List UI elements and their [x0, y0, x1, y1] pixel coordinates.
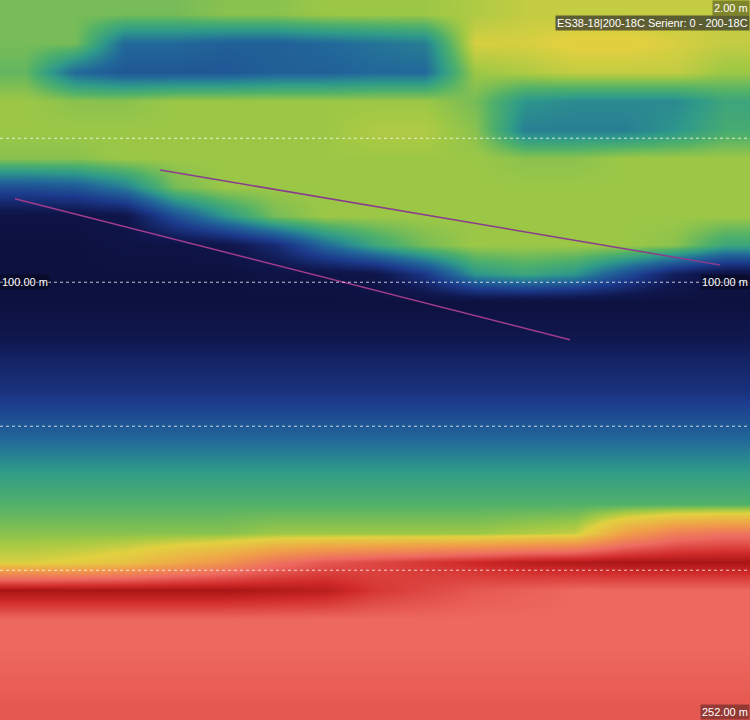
svg-text:252.00 m: 252.00 m [702, 706, 748, 718]
svg-text:100.00 m: 100.00 m [702, 276, 748, 288]
svg-text:ES38-18|200-18C Serienr: 0 - 2: ES38-18|200-18C Serienr: 0 - 200-18C [557, 17, 748, 29]
svg-text:2.00 m: 2.00 m [714, 2, 748, 14]
svg-text:100.00 m: 100.00 m [2, 276, 48, 288]
